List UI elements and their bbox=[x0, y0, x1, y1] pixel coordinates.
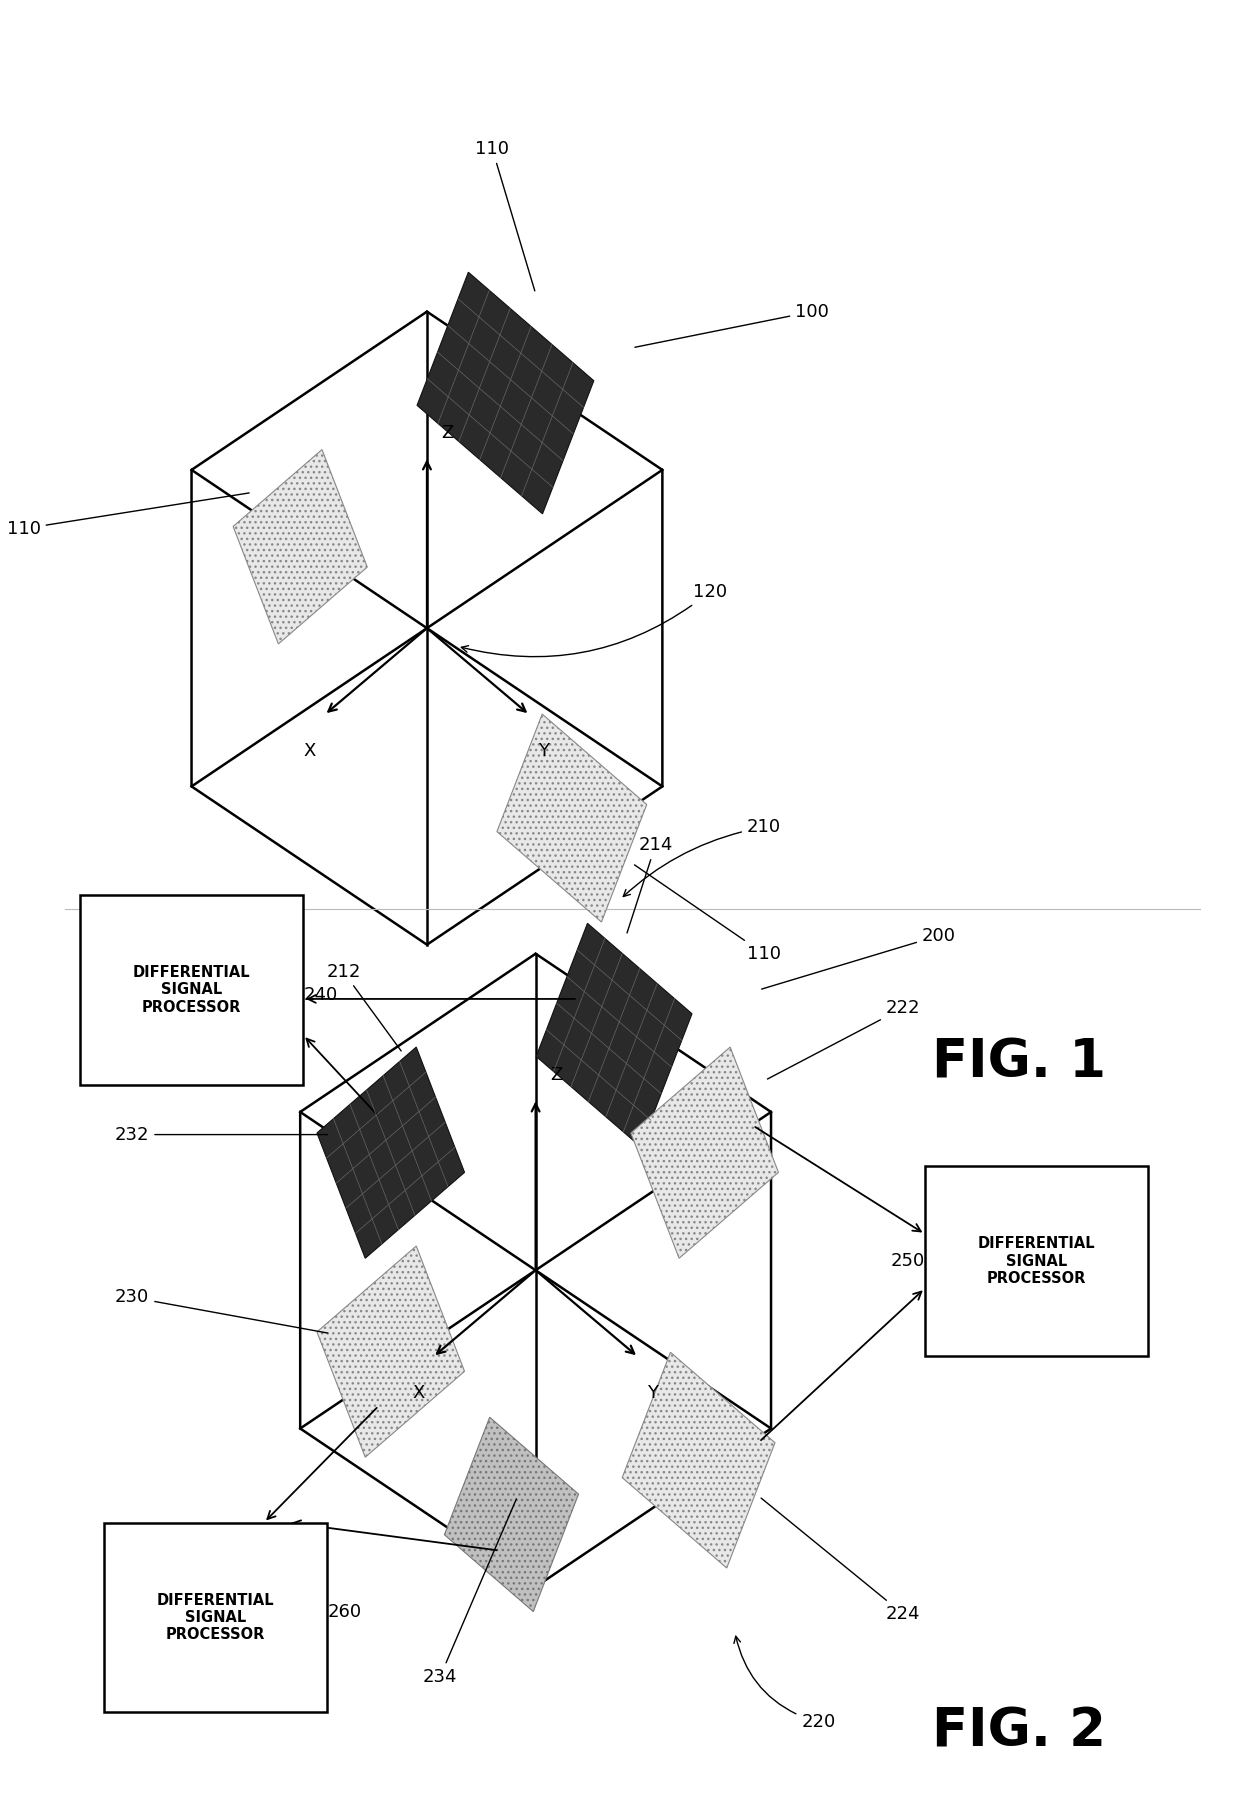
Text: 220: 220 bbox=[734, 1635, 836, 1732]
Text: 260: 260 bbox=[327, 1603, 362, 1621]
Text: 250: 250 bbox=[890, 1252, 925, 1270]
Text: 210: 210 bbox=[624, 818, 781, 896]
Bar bbox=[317, 1246, 465, 1457]
Text: DIFFERENTIAL
SIGNAL
PROCESSOR: DIFFERENTIAL SIGNAL PROCESSOR bbox=[157, 1592, 274, 1643]
Text: X: X bbox=[412, 1385, 424, 1403]
Text: DIFFERENTIAL
SIGNAL
PROCESSOR: DIFFERENTIAL SIGNAL PROCESSOR bbox=[978, 1236, 1095, 1286]
Bar bbox=[417, 273, 594, 514]
Bar bbox=[317, 1047, 465, 1259]
Text: 222: 222 bbox=[768, 999, 920, 1079]
Text: 240: 240 bbox=[304, 987, 337, 1005]
Text: FIG. 2: FIG. 2 bbox=[931, 1706, 1106, 1757]
Text: Y: Y bbox=[647, 1385, 657, 1403]
Text: 224: 224 bbox=[761, 1497, 920, 1623]
Text: 232: 232 bbox=[115, 1125, 327, 1143]
Text: 120: 120 bbox=[461, 583, 727, 656]
Text: 234: 234 bbox=[423, 1499, 516, 1686]
Text: 110: 110 bbox=[635, 865, 781, 963]
Bar bbox=[497, 714, 647, 921]
Bar bbox=[79, 896, 304, 1085]
Text: X: X bbox=[304, 741, 316, 760]
Text: 212: 212 bbox=[326, 963, 402, 1050]
Text: DIFFERENTIAL
SIGNAL
PROCESSOR: DIFFERENTIAL SIGNAL PROCESSOR bbox=[133, 965, 250, 1014]
Bar bbox=[104, 1523, 327, 1712]
Text: 100: 100 bbox=[635, 303, 830, 347]
Bar bbox=[233, 449, 367, 643]
Text: 200: 200 bbox=[761, 927, 956, 988]
Text: 230: 230 bbox=[115, 1288, 327, 1334]
Text: Z: Z bbox=[551, 1067, 563, 1085]
Text: FIG. 1: FIG. 1 bbox=[931, 1036, 1106, 1088]
Text: 110: 110 bbox=[475, 140, 534, 291]
Bar bbox=[622, 1352, 775, 1568]
Text: 110: 110 bbox=[6, 492, 249, 538]
Text: Y: Y bbox=[538, 741, 549, 760]
Bar bbox=[925, 1167, 1148, 1355]
Text: 214: 214 bbox=[627, 836, 672, 932]
Bar bbox=[631, 1047, 779, 1259]
Bar bbox=[536, 923, 692, 1147]
Bar bbox=[444, 1417, 579, 1612]
Text: Z: Z bbox=[441, 423, 454, 442]
